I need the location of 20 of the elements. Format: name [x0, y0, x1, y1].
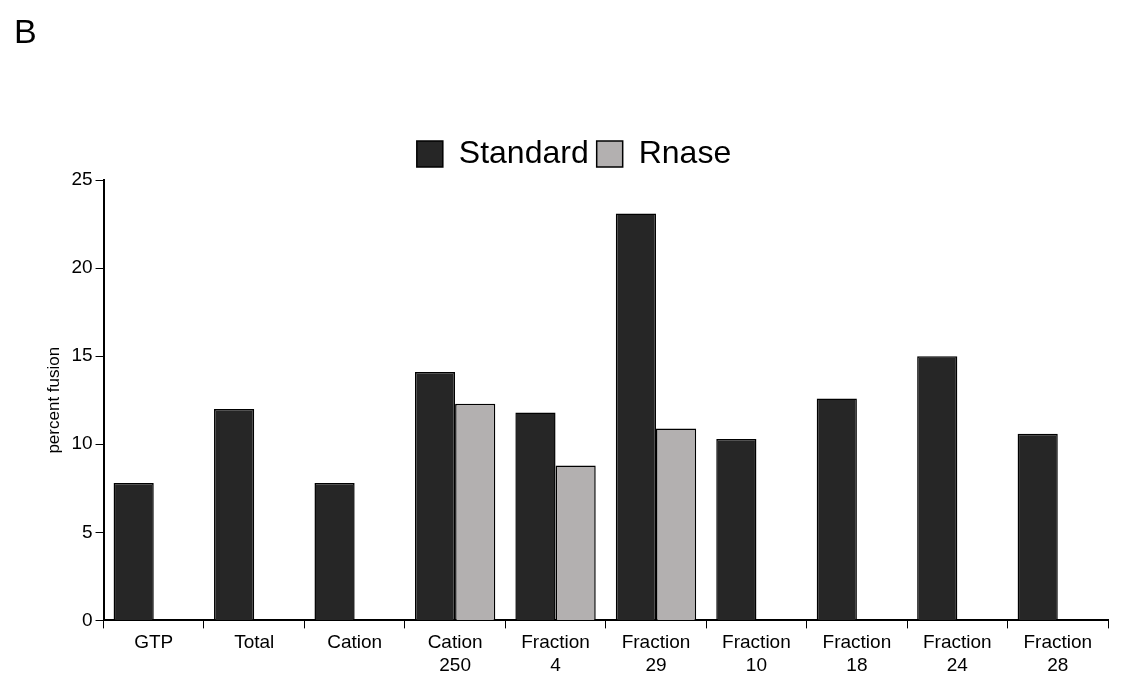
- x-tick-label: Fraction 24: [923, 631, 992, 675]
- y-tick-label: 20: [71, 256, 93, 278]
- x-tick-label: Cation 250: [427, 631, 483, 675]
- legend-label: Rnase: [638, 133, 732, 170]
- y-tick-label: 25: [71, 168, 93, 190]
- x-tick-label: Total: [234, 631, 275, 653]
- legend-label: Standard: [458, 133, 589, 170]
- x-tick-label: Fraction 29: [621, 631, 691, 675]
- y-tick-label: 10: [71, 432, 93, 454]
- y-axis-title: percent fusion: [43, 346, 63, 454]
- x-tick-label: Fraction 18: [822, 631, 892, 675]
- y-tick-label: 0: [81, 608, 93, 630]
- text: B: [14, 12, 37, 51]
- x-tick-label: GTP: [134, 631, 174, 653]
- x-tick-label: Fraction 28: [1023, 631, 1093, 675]
- y-tick-label: 5: [81, 520, 93, 542]
- x-tick-label: Fraction 4: [521, 631, 590, 675]
- x-tick-label: Cation: [327, 631, 383, 653]
- y-tick-label: 15: [71, 344, 93, 366]
- x-tick-label: Fraction 10: [722, 631, 791, 675]
